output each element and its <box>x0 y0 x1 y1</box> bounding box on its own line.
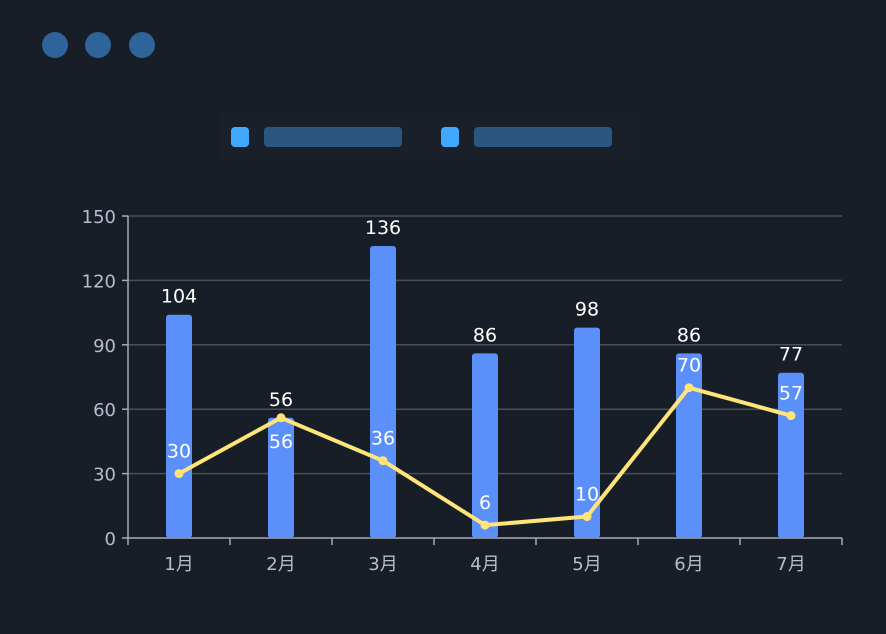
legend-label-1[interactable] <box>264 127 402 147</box>
y-tick-label: 90 <box>93 336 116 357</box>
x-tick-label: 2月 <box>266 554 295 575</box>
line-point <box>174 469 184 479</box>
line-point <box>582 512 592 522</box>
x-tick-label: 1月 <box>164 554 193 575</box>
y-tick-label: 60 <box>93 400 116 421</box>
line-point <box>378 456 388 466</box>
window-dot-3 <box>129 32 155 58</box>
bar <box>574 327 600 538</box>
legend-label-2[interactable] <box>474 127 612 147</box>
line-data-label: 56 <box>269 431 293 453</box>
x-tick-label: 5月 <box>572 554 601 575</box>
line-data-label: 36 <box>371 428 395 450</box>
bar-data-label: 86 <box>473 324 497 346</box>
bar <box>472 353 498 538</box>
bar-data-label: 98 <box>575 299 599 321</box>
x-tick-label: 4月 <box>470 554 499 575</box>
bar <box>166 314 192 538</box>
line-data-label: 10 <box>575 484 599 506</box>
line-data-label: 70 <box>677 355 701 377</box>
x-tick-label: 7月 <box>776 554 805 575</box>
window-dot-2 <box>85 32 111 58</box>
line-point <box>786 411 796 421</box>
line-data-label: 30 <box>167 441 191 463</box>
legend-swatch-1[interactable] <box>231 127 249 147</box>
bar-data-label: 77 <box>779 344 803 366</box>
bar-data-label: 86 <box>677 324 701 346</box>
bar-data-label: 104 <box>161 286 197 308</box>
window-dot-1 <box>42 32 68 58</box>
y-tick-label: 120 <box>82 271 116 292</box>
bar-data-label: 136 <box>365 217 401 239</box>
y-tick-label: 30 <box>93 465 116 486</box>
line-point <box>480 520 490 530</box>
x-tick-label: 6月 <box>674 554 703 575</box>
legend <box>220 113 640 159</box>
bar <box>676 353 702 538</box>
line-data-label: 6 <box>479 492 491 514</box>
y-tick-label: 0 <box>105 529 116 550</box>
bar-data-label: 56 <box>269 389 293 411</box>
bar <box>268 417 294 538</box>
y-tick-label: 150 <box>82 207 116 228</box>
x-tick-label: 3月 <box>368 554 397 575</box>
bar <box>370 246 396 538</box>
line-data-label: 57 <box>779 383 803 405</box>
legend-swatch-2[interactable] <box>441 127 459 147</box>
line-point <box>684 383 694 393</box>
line-point <box>276 413 286 423</box>
